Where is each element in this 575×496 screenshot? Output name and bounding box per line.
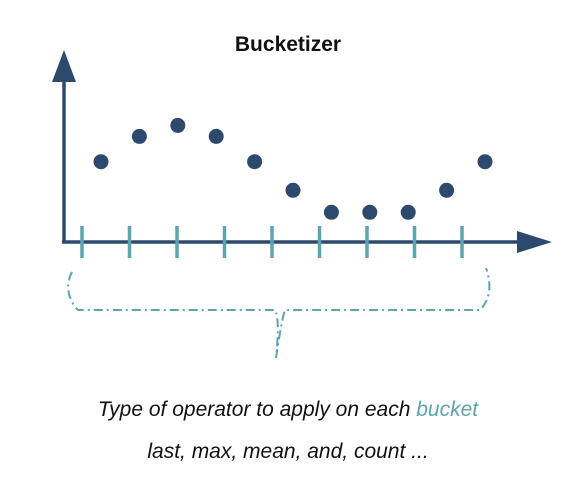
data-point (323, 204, 339, 220)
data-point (362, 204, 378, 220)
data-point (400, 204, 416, 220)
data-point (247, 154, 263, 170)
caption-prefix: Type of operator to apply on each (98, 398, 416, 421)
caption-line-2: last, max, mean, and, count ... (147, 440, 428, 463)
y-axis-arrow-icon (52, 50, 76, 82)
caption-line-1: Type of operator to apply on each bucket (98, 398, 479, 421)
data-point (285, 182, 301, 198)
data-point (439, 182, 455, 198)
data-point (131, 128, 147, 144)
bucket-bracket (67, 267, 491, 359)
data-point (170, 117, 186, 133)
data-point (477, 154, 493, 170)
data-point (93, 154, 109, 170)
bucket-tick-marks (80, 226, 464, 258)
diagram-title: Bucketizer (235, 33, 341, 56)
data-points (93, 117, 493, 220)
caption-highlight: bucket (416, 398, 479, 421)
x-axis-arrow-icon (517, 231, 552, 253)
data-point (208, 128, 224, 144)
